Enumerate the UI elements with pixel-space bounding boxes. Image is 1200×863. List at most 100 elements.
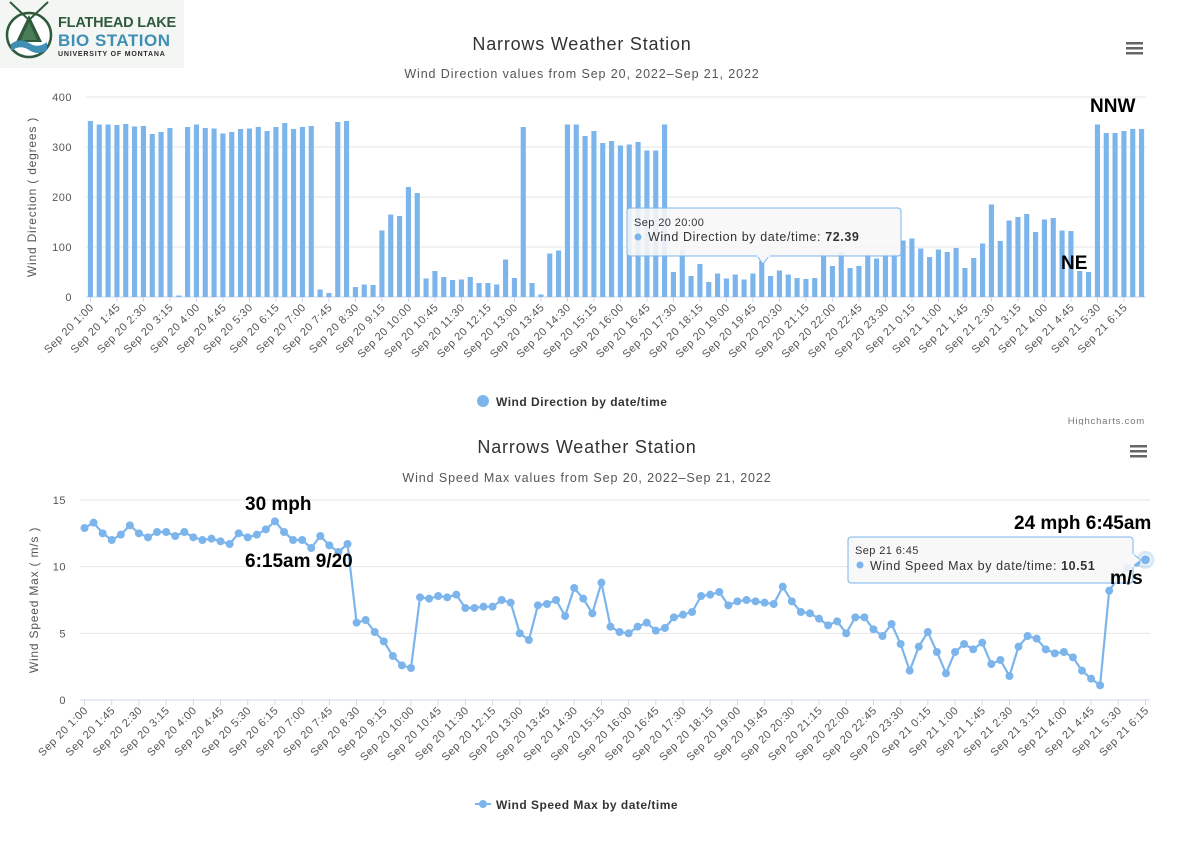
bar[interactable] (759, 260, 765, 297)
bar[interactable] (1077, 271, 1083, 297)
data-point[interactable] (452, 590, 461, 599)
data-point[interactable] (1068, 653, 1077, 662)
bar[interactable] (706, 282, 712, 297)
bar[interactable] (838, 252, 844, 297)
data-point[interactable] (1105, 586, 1114, 595)
data-point[interactable] (144, 533, 153, 542)
data-point[interactable] (969, 645, 978, 654)
bar[interactable] (503, 259, 509, 298)
bar[interactable] (794, 278, 800, 297)
data-point[interactable] (842, 629, 851, 638)
bar[interactable] (670, 272, 676, 297)
data-point[interactable] (624, 629, 633, 638)
data-point[interactable] (896, 640, 905, 648)
bar[interactable] (299, 127, 305, 297)
data-point[interactable] (815, 614, 824, 623)
bar[interactable] (308, 126, 314, 297)
data-point[interactable] (524, 636, 533, 644)
data-point[interactable] (162, 528, 171, 536)
data-point[interactable] (506, 598, 515, 607)
data-point[interactable] (98, 529, 107, 538)
bar[interactable] (167, 128, 173, 297)
data-point[interactable] (1014, 642, 1023, 651)
bar[interactable] (458, 279, 464, 298)
bar[interactable] (723, 278, 729, 298)
bar[interactable] (732, 274, 738, 298)
bar[interactable] (1086, 272, 1092, 297)
legend-label[interactable]: Wind Direction by date/time (496, 395, 667, 409)
bar[interactable] (564, 124, 570, 298)
bar[interactable] (149, 134, 155, 297)
data-point[interactable] (1041, 645, 1050, 654)
bar[interactable] (291, 129, 297, 297)
bar[interactable] (352, 287, 358, 297)
bar[interactable] (1068, 231, 1074, 297)
bar[interactable] (803, 279, 809, 297)
data-point[interactable] (416, 593, 425, 602)
data-point[interactable] (434, 592, 443, 600)
bar[interactable] (927, 257, 933, 297)
bar[interactable] (697, 264, 703, 297)
bar[interactable] (679, 249, 685, 298)
bar[interactable] (812, 278, 818, 297)
data-point[interactable] (325, 541, 334, 550)
bar[interactable] (229, 132, 235, 297)
bar[interactable] (1121, 131, 1127, 297)
data-point[interactable] (316, 532, 325, 540)
bar[interactable] (211, 128, 217, 298)
bar[interactable] (87, 121, 93, 297)
bar[interactable] (370, 285, 376, 297)
data-point[interactable] (932, 648, 941, 656)
data-point[interactable] (180, 528, 189, 536)
data-point[interactable] (688, 608, 697, 616)
bar[interactable] (1050, 218, 1056, 297)
bar[interactable] (1094, 124, 1100, 298)
data-point[interactable] (1077, 666, 1086, 675)
bar[interactable] (176, 295, 182, 298)
data-point[interactable] (978, 638, 987, 647)
data-point[interactable] (280, 528, 289, 536)
bar[interactable] (1139, 129, 1145, 297)
data-point[interactable] (697, 592, 706, 600)
bar[interactable] (140, 126, 146, 297)
bar[interactable] (891, 254, 897, 297)
data-point[interactable] (860, 613, 869, 622)
data-point[interactable] (923, 628, 932, 636)
data-point[interactable] (1005, 672, 1014, 680)
hamburger-menu-icon[interactable] (1126, 439, 1152, 463)
bar[interactable] (768, 276, 774, 297)
bar[interactable] (538, 294, 544, 298)
data-point[interactable] (760, 598, 769, 607)
data-point[interactable] (216, 537, 225, 546)
data-point[interactable] (651, 626, 660, 635)
data-point[interactable] (733, 597, 742, 606)
data-point[interactable] (1139, 554, 1151, 566)
data-point[interactable] (751, 597, 760, 606)
bar[interactable] (1059, 230, 1065, 298)
data-point[interactable] (905, 666, 914, 675)
bar[interactable] (856, 266, 862, 297)
data-point[interactable] (470, 604, 479, 612)
bar[interactable] (220, 133, 226, 298)
data-point[interactable] (987, 660, 996, 668)
bar[interactable] (238, 129, 244, 297)
data-point[interactable] (171, 532, 180, 540)
highcharts-credit[interactable]: Highcharts.com (1068, 416, 1145, 425)
data-point[interactable] (461, 604, 470, 612)
bar[interactable] (344, 121, 350, 297)
bar[interactable] (997, 241, 1003, 297)
bar[interactable] (246, 128, 252, 298)
bar[interactable] (750, 273, 756, 298)
data-point[interactable] (406, 664, 415, 672)
data-point[interactable] (116, 530, 125, 539)
data-point[interactable] (307, 544, 316, 552)
data-point[interactable] (134, 529, 143, 538)
data-point[interactable] (1032, 634, 1041, 643)
bar[interactable] (1130, 129, 1136, 297)
data-point[interactable] (669, 613, 678, 622)
legend[interactable]: Wind Speed Max by date/time (475, 798, 678, 812)
bar[interactable] (971, 258, 977, 297)
bar[interactable] (909, 238, 915, 298)
data-point[interactable] (941, 669, 950, 678)
data-point[interactable] (660, 624, 669, 632)
